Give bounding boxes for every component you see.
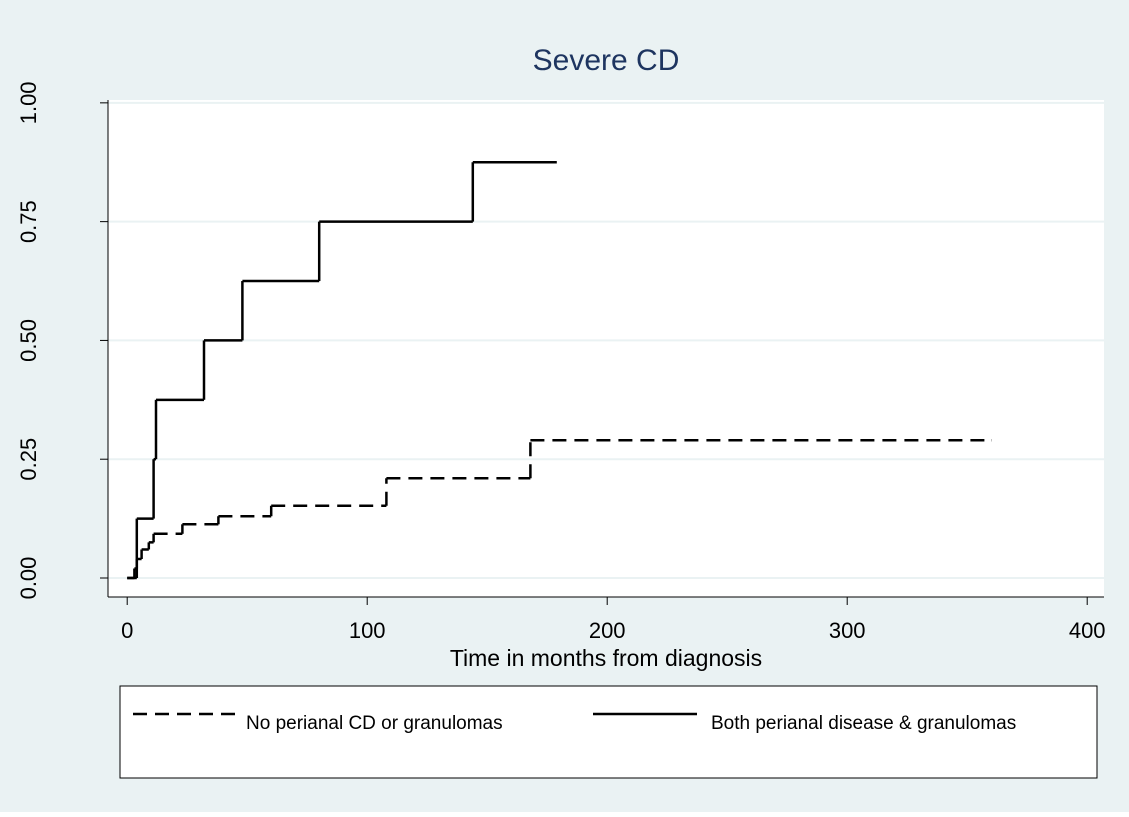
y-tick-label: 0.75 <box>16 200 41 243</box>
legend <box>119 685 1098 779</box>
x-tick-label: 200 <box>589 618 626 643</box>
legend-label: Both perianal disease & granulomas <box>711 713 1016 734</box>
y-tick-label: 0.25 <box>16 438 41 481</box>
x-tick-label: 400 <box>1069 618 1106 643</box>
chart-title: Severe CD <box>533 44 680 77</box>
x-tick-label: 300 <box>829 618 866 643</box>
x-axis-label: Time in months from diagnosis <box>450 645 762 671</box>
y-tick-label: 0.00 <box>16 557 41 600</box>
x-tick-label: 100 <box>349 618 386 643</box>
legend-label: No perianal CD or granulomas <box>246 713 503 734</box>
plot-area <box>108 100 1104 597</box>
y-tick-label: 0.50 <box>16 319 41 362</box>
y-tick-label: 1.00 <box>16 81 41 124</box>
x-tick-label: 0 <box>121 618 133 643</box>
